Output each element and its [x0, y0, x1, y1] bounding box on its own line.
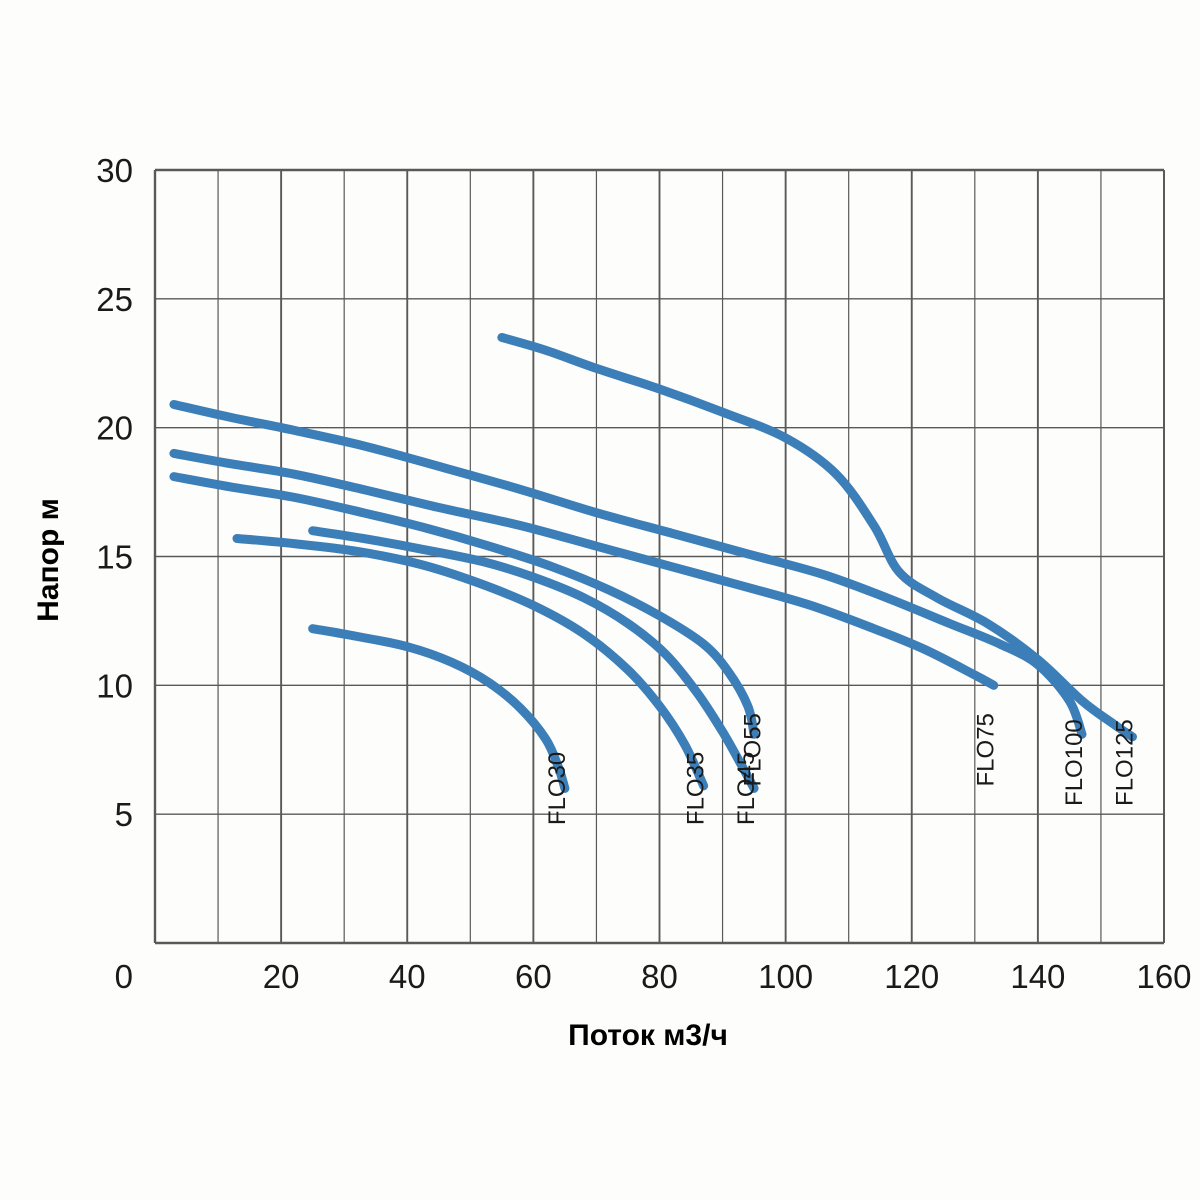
- y-tick-label: 10: [96, 667, 133, 704]
- x-tick-label: 120: [884, 958, 939, 995]
- x-tick-label: 40: [389, 958, 426, 995]
- x-tick-label: 60: [515, 958, 552, 995]
- curve-flo35: [232, 533, 709, 791]
- x-tick-label: 140: [1010, 958, 1065, 995]
- x-axis-title: Поток м3/ч: [568, 1019, 728, 1052]
- curve-flo75: [169, 448, 999, 690]
- y-tick-label: 20: [96, 410, 133, 447]
- series-label-flo45: FLO45: [733, 752, 760, 825]
- y-axis-title: Напор м: [32, 498, 65, 622]
- curve-flo45: [308, 526, 759, 793]
- y-tick-label: 15: [96, 539, 133, 576]
- y-origin-label: 0: [115, 958, 133, 995]
- curve-flo125: [497, 332, 1137, 742]
- y-tick-label: 30: [96, 152, 133, 189]
- series-label-flo55: FLO55: [739, 713, 766, 786]
- curve-flo55: [169, 472, 759, 739]
- series-label-flo100: FLO100: [1061, 719, 1088, 806]
- x-tick-label: 100: [758, 958, 813, 995]
- series-label-flo125: FLO125: [1112, 719, 1139, 806]
- curve-series-layer: [169, 332, 1137, 793]
- x-axis-tick-labels: 20 40 60 80 100 120 140 160: [263, 958, 1192, 995]
- y-tick-label: 5: [115, 796, 133, 833]
- y-tick-label: 25: [96, 281, 133, 318]
- x-tick-label: 80: [641, 958, 678, 995]
- x-tick-label: 160: [1136, 958, 1191, 995]
- grid-lines: [153, 168, 1165, 945]
- curve-flo30: [308, 624, 570, 793]
- series-label-flo30: FLO30: [544, 752, 571, 825]
- curve-flo100: [169, 399, 1087, 739]
- y-axis-tick-labels: 5 10 15 20 25 30 0: [96, 152, 133, 995]
- series-label-flo75: FLO75: [973, 713, 1000, 786]
- series-label-flo35: FLO35: [683, 752, 710, 825]
- x-tick-label: 20: [263, 958, 300, 995]
